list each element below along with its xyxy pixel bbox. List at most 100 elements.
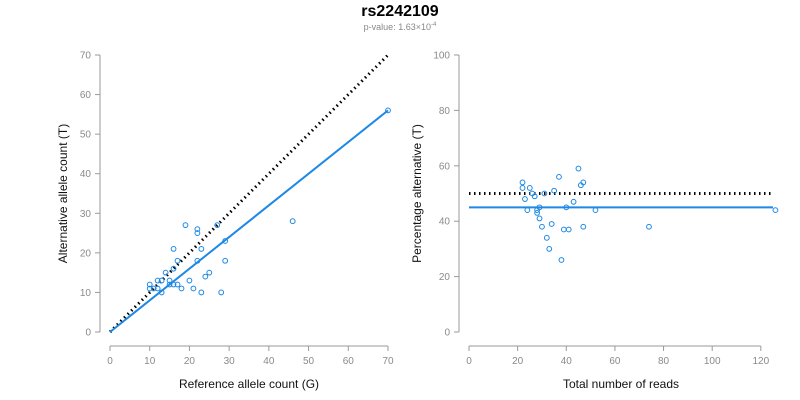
data-point [202, 273, 209, 280]
x-tick-label: 30 [224, 356, 236, 367]
data-point [222, 257, 229, 264]
data-point [772, 207, 779, 214]
data-point [646, 223, 652, 230]
data-point [519, 185, 526, 191]
y-tick-label: 80 [439, 106, 451, 117]
y-tick-label: 0 [444, 328, 450, 339]
y-tick-label: 70 [80, 51, 92, 62]
data-point [190, 285, 197, 292]
data-point [154, 277, 161, 284]
x-axis-title: Reference allele count (G) [179, 377, 319, 391]
data-point [194, 257, 201, 264]
x-tick-label: 50 [303, 356, 315, 367]
data-point [158, 277, 165, 284]
data-point [214, 222, 221, 229]
data-point [570, 198, 577, 205]
data-point [556, 173, 562, 180]
data-point [186, 277, 193, 284]
fit-line [109, 109, 389, 333]
y-axis-title: Percentage alternative (T) [410, 124, 424, 263]
data-point [158, 289, 165, 296]
x-axis-title: Total number of reads [563, 377, 679, 391]
data-point [539, 223, 545, 230]
data-point [565, 226, 572, 233]
x-tick-label: 70 [382, 356, 394, 367]
data-point [289, 218, 296, 225]
data-point [551, 187, 558, 194]
panel-allele-counts: 0 10 20 30 40 50 60 70 0 10 20 30 40 50 60 70 Reference … [56, 51, 394, 392]
data-point [194, 230, 201, 236]
y-tick-label: 40 [439, 217, 451, 228]
x-tick-label: 40 [263, 356, 275, 367]
data-point [524, 207, 531, 214]
y-tick-label: 0 [85, 328, 91, 339]
x-tick-label: 20 [184, 356, 196, 367]
y-tick-label: 60 [439, 161, 451, 172]
reference-line [108, 53, 390, 334]
y-tick-label: 20 [439, 272, 451, 283]
chart-subtitle: p-value: 1.63×10-4 [0, 22, 800, 32]
chart-title: rs2242109 [361, 3, 439, 20]
data-point [218, 289, 225, 296]
data-point [178, 285, 185, 292]
data-point [146, 281, 153, 288]
x-tick-label: 60 [609, 356, 621, 367]
data-point [526, 185, 533, 191]
data-point [174, 281, 181, 288]
x-tick-label: 60 [343, 356, 355, 367]
data-point [580, 179, 587, 186]
data-point [206, 269, 213, 276]
data-point [194, 226, 201, 233]
x-tick-label: 100 [704, 356, 721, 367]
panel-percentage-alternative: 0 20 40 60 80 100 120 0 20 40 60 80 100 Total number … [410, 51, 779, 391]
data-point [592, 207, 599, 214]
y-tick-label: 30 [80, 209, 92, 220]
data-point [543, 234, 550, 241]
y-tick-label: 60 [80, 90, 92, 101]
data-point [531, 193, 538, 200]
data-point [385, 107, 391, 114]
x-tick-label: 120 [752, 356, 769, 367]
data-point [575, 165, 582, 172]
data-point [198, 246, 205, 252]
data-point [170, 265, 177, 272]
x-tick-label: 20 [512, 356, 524, 367]
data-point [222, 238, 229, 244]
data-point [548, 221, 555, 227]
y-tick-label: 50 [80, 130, 92, 141]
data-point [170, 246, 177, 252]
y-tick-label: 20 [80, 248, 92, 259]
data-point [563, 204, 570, 211]
data-point [522, 196, 528, 202]
data-point [170, 281, 177, 288]
data-point [536, 215, 543, 222]
data-point [154, 285, 161, 292]
data-point [580, 223, 587, 230]
subtitle-pvalue-exponent: -4 [430, 22, 437, 28]
x-tick-label: 0 [107, 356, 113, 367]
data-point [198, 289, 205, 296]
data-point [519, 179, 526, 186]
x-tick-label: 80 [658, 356, 670, 367]
data-point [166, 277, 173, 284]
data-point [174, 257, 181, 264]
data-point [541, 190, 548, 197]
y-tick-label: 10 [80, 288, 92, 299]
data-point [146, 285, 153, 292]
y-tick-label: 100 [433, 51, 450, 62]
data-point [162, 269, 169, 276]
data-point [182, 222, 189, 229]
x-tick-label: 0 [466, 356, 472, 367]
data-point [546, 246, 553, 252]
y-tick-label: 40 [80, 169, 92, 180]
subtitle-pvalue-text: p-value: 1.63×10 [363, 22, 431, 32]
data-point [560, 226, 567, 233]
x-tick-label: 10 [144, 356, 156, 367]
data-point [558, 257, 565, 263]
x-tick-label: 40 [561, 356, 573, 367]
y-axis-title: Alternative allele count (T) [56, 124, 70, 263]
data-point [166, 281, 173, 288]
data-point [534, 209, 540, 216]
data-point [536, 204, 543, 211]
